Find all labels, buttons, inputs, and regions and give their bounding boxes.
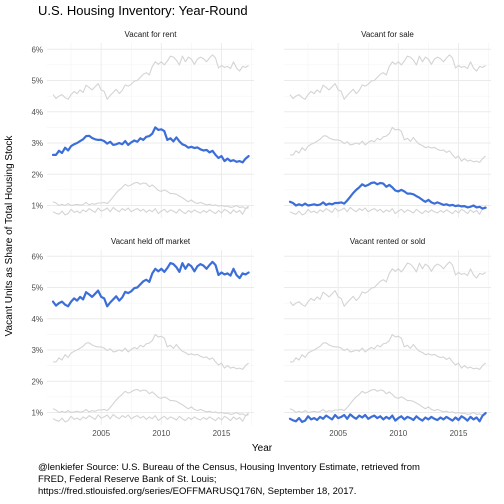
y-tick-label: 1%: [31, 202, 43, 211]
y-tick-label: 4%: [31, 108, 43, 117]
background-series-line: [290, 55, 486, 99]
background-series-line: [53, 389, 249, 415]
x-tick-label: 2010: [152, 429, 170, 438]
facet-panel: Vacant rented or sold 2005 2010 2015: [284, 237, 491, 438]
facet-strip-label: Vacant rented or sold: [350, 237, 425, 246]
y-axis-label: Vacant Units as Share of Total Housing S…: [4, 135, 15, 337]
highlight-series-line: [53, 127, 249, 162]
background-series-line: [290, 389, 486, 415]
background-series-line: [53, 334, 249, 369]
x-tick-label: 2015: [213, 429, 231, 438]
chart-title: U.S. Housing Inventory: Year-Round: [38, 3, 248, 18]
background-series-line: [290, 206, 486, 215]
chart-caption: @lenkiefer Source: U.S. Bureau of the Ce…: [38, 462, 498, 498]
background-series-line: [290, 334, 486, 369]
caption-line-1: @lenkiefer Source: U.S. Bureau of the Ce…: [38, 462, 498, 474]
x-tick-label: 2005: [329, 429, 347, 438]
highlight-series-line: [53, 262, 249, 306]
highlight-series-line: [290, 413, 486, 422]
caption-line-2: FRED, Federal Reserve Bank of St. Louis;: [38, 474, 498, 486]
facet-strip-label: Vacant for rent: [125, 30, 178, 39]
y-tick-label: 6%: [31, 252, 43, 261]
background-series-line: [53, 182, 249, 208]
y-tick-label: 6%: [31, 45, 43, 54]
facet-strip-label: Vacant held off market: [111, 237, 191, 246]
y-tick-label: 2%: [31, 377, 43, 386]
y-tick-label: 3%: [31, 346, 43, 355]
x-tick-label: 2005: [92, 429, 110, 438]
background-series-line: [290, 262, 486, 306]
highlight-series-line: [290, 182, 486, 208]
facet-panels: Vacant for rent 1% 2% 3% 4% 5% 6% Vacant for sa…: [31, 30, 491, 438]
facet-strip-label: Vacant for sale: [361, 30, 414, 39]
background-series-line: [53, 55, 249, 99]
x-tick-label: 2010: [389, 429, 407, 438]
y-tick-label: 3%: [31, 139, 43, 148]
y-tick-label: 4%: [31, 315, 43, 324]
caption-line-3: https://fred.stlouisfed.org/series/EOFFM…: [38, 486, 498, 498]
y-tick-label: 5%: [31, 284, 43, 293]
background-series-line: [290, 127, 486, 162]
facet-panel: Vacant held off market 1% 2% 3% 4% 5% 6% 2005 20…: [31, 237, 254, 438]
facet-panel: Vacant for rent 1% 2% 3% 4% 5% 6%: [31, 30, 254, 218]
x-tick-label: 2015: [450, 429, 468, 438]
y-tick-label: 2%: [31, 170, 43, 179]
facet-panel: Vacant for sale: [284, 30, 491, 218]
y-tick-label: 1%: [31, 409, 43, 418]
y-tick-label: 5%: [31, 77, 43, 86]
x-axis-label: Year: [252, 443, 273, 454]
background-series-line: [53, 413, 249, 422]
background-series-line: [53, 206, 249, 215]
